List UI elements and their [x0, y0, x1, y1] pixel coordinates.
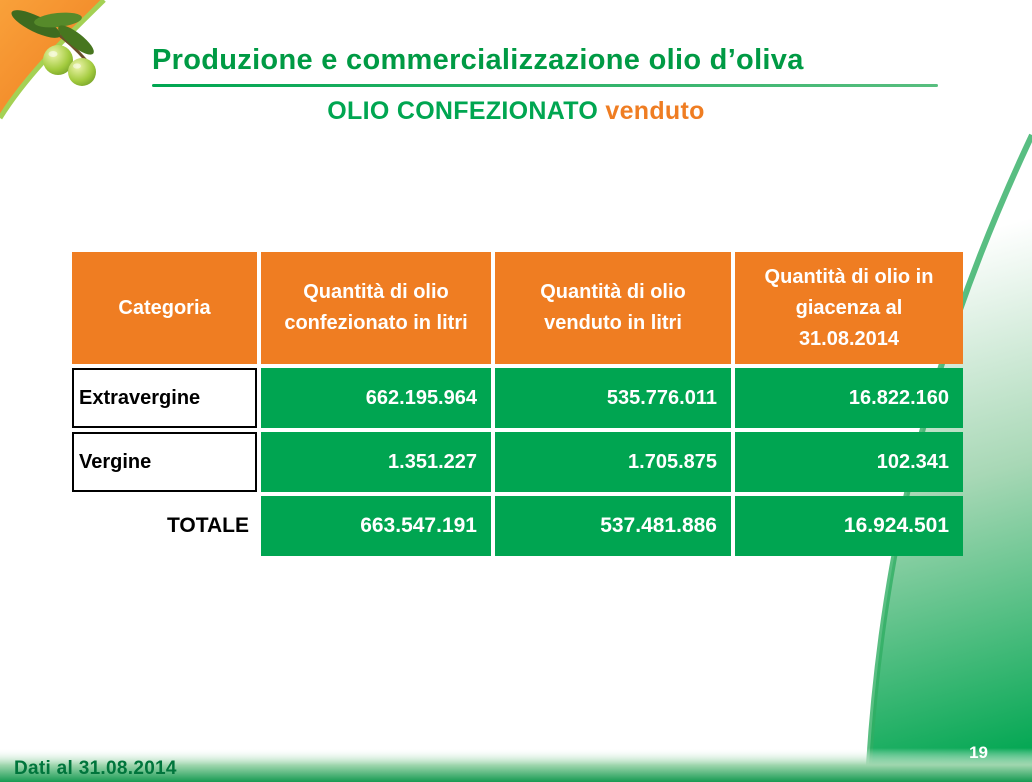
footer-date-note: Dati al 31.08.2014	[14, 758, 177, 779]
category-cell: TOTALE	[72, 496, 257, 556]
header: Produzione e commercializzazione olio d’…	[152, 44, 952, 87]
table-header-cell: Categoria	[72, 252, 257, 364]
subtitle-accent: venduto	[605, 97, 705, 125]
page-title: Produzione e commercializzazione olio d’…	[152, 44, 804, 76]
table-header-cell: Quantità di olio confezionato in litri	[261, 252, 491, 364]
value-cell: 1.351.227	[261, 432, 491, 492]
page-number: 19	[969, 743, 988, 762]
value-cell: 102.341	[735, 432, 963, 492]
olive-branch-icon	[11, 10, 96, 86]
table-row: Vergine 1.351.227 1.705.875 102.341	[72, 432, 963, 492]
table-row-total: TOTALE 663.547.191 537.481.886 16.924.50…	[72, 496, 963, 556]
slide-subtitle: OLIO CONFEZIONATO venduto	[0, 97, 1032, 126]
value-cell: 663.547.191	[261, 496, 491, 556]
title-underline	[152, 84, 938, 87]
value-cell: 662.195.964	[261, 368, 491, 428]
value-cell: 16.822.160	[735, 368, 963, 428]
subtitle-primary: OLIO CONFEZIONATO	[327, 97, 599, 125]
value-cell: 16.924.501	[735, 496, 963, 556]
table-header-row: Categoria Quantità di olio confezionato …	[72, 252, 963, 364]
table-header-cell: Quantità di olio in giacenza al 31.08.20…	[735, 252, 963, 364]
table-header-cell: Quantità di olio venduto in litri	[495, 252, 731, 364]
value-cell: 535.776.011	[495, 368, 731, 428]
category-cell: Vergine	[72, 432, 257, 492]
value-cell: 1.705.875	[495, 432, 731, 492]
table-row: Extravergine 662.195.964 535.776.011 16.…	[72, 368, 963, 428]
oil-data-table: Categoria Quantità di olio confezionato …	[68, 248, 967, 560]
category-cell: Extravergine	[72, 368, 257, 428]
value-cell: 537.481.886	[495, 496, 731, 556]
